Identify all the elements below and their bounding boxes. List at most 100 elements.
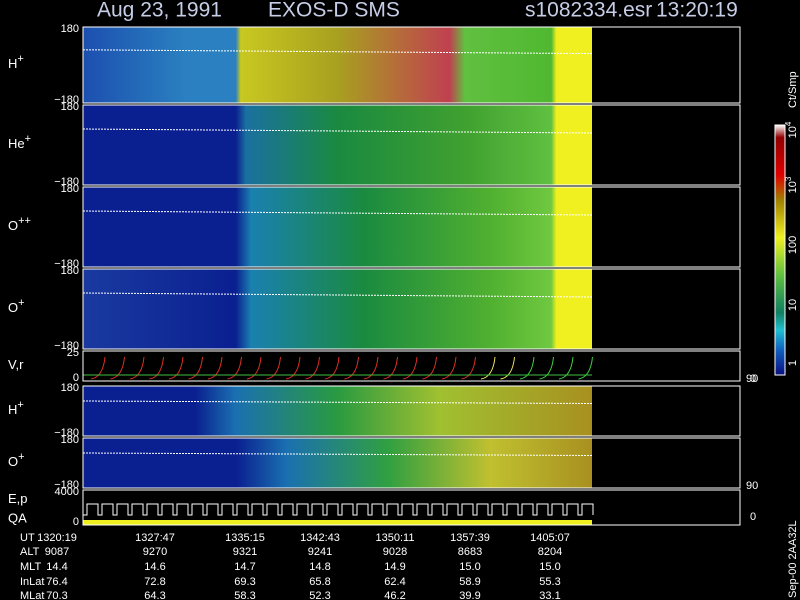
- cell: 70.3: [46, 590, 67, 600]
- label-sup: +: [25, 133, 31, 145]
- axis-bottom: −180: [54, 340, 79, 352]
- trace: [188, 356, 203, 380]
- stamp: Sep-00 2AA32L: [787, 520, 799, 598]
- label-text: O: [8, 218, 18, 233]
- cell: 33.1: [539, 590, 560, 600]
- energy-step: [83, 503, 594, 516]
- trace: [82, 292, 593, 298]
- cell: 1335:15: [225, 532, 265, 544]
- panel-frame: [82, 26, 741, 104]
- cell: 9028: [383, 546, 407, 558]
- row-label: MLat: [20, 590, 44, 600]
- label-text: O: [8, 300, 18, 315]
- axis-top: 25: [67, 347, 79, 359]
- cell: 58.3: [234, 590, 255, 600]
- trace: [500, 356, 515, 380]
- date: Aug 23, 1991: [97, 0, 222, 22]
- label-text: H: [8, 402, 17, 417]
- colorbar-label: 104: [784, 121, 799, 138]
- cell: 9270: [143, 546, 167, 558]
- trace: [168, 356, 184, 380]
- trace: [324, 356, 340, 380]
- colorbar-exp: 3: [784, 176, 793, 181]
- colorbar-base: 10: [787, 299, 799, 311]
- colorbar-label: 100: [787, 236, 799, 254]
- cell: 15.0: [539, 561, 560, 573]
- label-text: E,p: [8, 491, 28, 506]
- cell: 14.9: [384, 561, 405, 573]
- instrument: EXOS-D SMS: [268, 0, 400, 22]
- right-axis-top: 90: [746, 480, 758, 492]
- spectrogram: [83, 438, 592, 488]
- trace: [539, 356, 554, 380]
- colorbar-label: 1: [787, 360, 799, 366]
- spectrogram: [83, 386, 592, 436]
- cell: 1342:43: [300, 532, 340, 544]
- panel-label-2: QA: [8, 510, 27, 525]
- trace: [82, 128, 593, 134]
- axis-bottom: −180: [54, 176, 79, 188]
- spectrogram: [83, 187, 592, 267]
- cell: 8683: [458, 546, 482, 558]
- trace: [82, 49, 593, 55]
- colorbar-unit: Ct/Smp: [787, 71, 799, 108]
- panel-label: H+: [8, 53, 24, 72]
- cell: 8204: [538, 546, 562, 558]
- cell: 58.9: [459, 576, 480, 588]
- right-axis-bottom: 0: [750, 511, 756, 523]
- trace: [402, 356, 418, 380]
- label-sup: +: [17, 53, 23, 65]
- colorbar-base: 10: [787, 181, 799, 193]
- panel-label: E,p: [8, 491, 28, 506]
- cell: 1350:11: [376, 532, 415, 544]
- cell: 52.3: [309, 590, 330, 600]
- panel-label: V,r: [8, 357, 24, 372]
- cell: 14.4: [46, 561, 67, 573]
- cell: 9321: [233, 546, 257, 558]
- trace: [422, 356, 437, 380]
- trace: [383, 356, 398, 380]
- axis-bottom: 0: [73, 516, 79, 528]
- label-sup: +: [18, 297, 24, 309]
- cell: 39.9: [459, 590, 480, 600]
- axis-top: 180: [61, 183, 79, 195]
- trace: [461, 356, 476, 380]
- label-sup: ++: [18, 215, 31, 227]
- axis-top: 180: [61, 265, 79, 277]
- cell: 76.4: [46, 576, 67, 588]
- colorbar-label: 103: [784, 176, 799, 193]
- cell: 9241: [308, 546, 332, 558]
- axis-bottom: −180: [54, 94, 79, 106]
- trace: [149, 356, 164, 380]
- trace: [207, 356, 223, 380]
- trace: [227, 356, 242, 380]
- row-label: MLT: [20, 561, 41, 573]
- trace: [480, 356, 496, 380]
- cell: 64.3: [144, 590, 165, 600]
- trace: [519, 356, 535, 380]
- trace: [441, 356, 457, 380]
- trace: [129, 356, 145, 380]
- axis-top: 180: [61, 382, 79, 394]
- file-name: s1082334.esr: [525, 0, 652, 22]
- colorbar-base: 100: [787, 236, 799, 254]
- label-sup: +: [18, 451, 24, 463]
- cell: 1320:19: [37, 532, 77, 544]
- panel-frame: [82, 489, 741, 526]
- axis-top: 180: [61, 434, 79, 446]
- spectrogram: [83, 27, 592, 103]
- axis-top: 180: [61, 101, 79, 113]
- cell: 14.8: [309, 561, 330, 573]
- colorbar-base: 10: [787, 126, 799, 138]
- label-text: H: [8, 56, 17, 71]
- cell: 14.7: [234, 561, 255, 573]
- trace: [82, 452, 593, 456]
- time: 13:20:19: [656, 0, 738, 22]
- cell: 72.8: [144, 576, 165, 588]
- cell: 15.0: [459, 561, 480, 573]
- panel-frame: [82, 385, 741, 437]
- trace: [246, 356, 262, 380]
- trace: [558, 356, 574, 380]
- cell: 1357:39: [450, 532, 490, 544]
